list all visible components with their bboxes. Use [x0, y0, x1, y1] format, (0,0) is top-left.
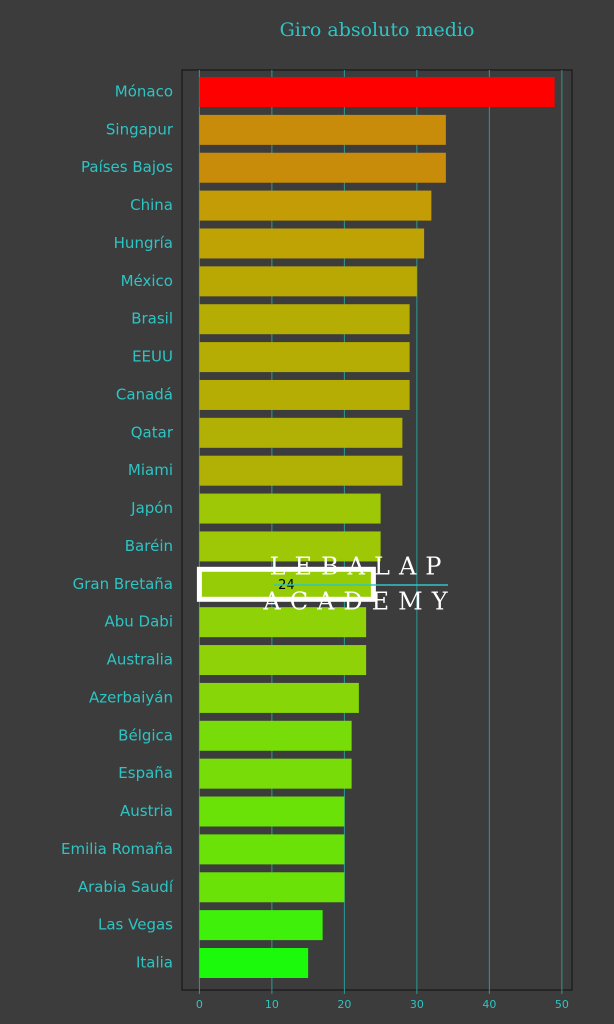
x-tick-label: 50	[555, 998, 569, 1011]
y-tick-label: Gran Bretaña	[73, 575, 173, 593]
bar	[199, 114, 446, 145]
y-tick-label: España	[118, 764, 173, 782]
bar	[199, 77, 555, 107]
y-tick-label: Singapur	[106, 120, 174, 138]
y-tick-label: Las Vegas	[98, 916, 173, 934]
x-tick-label: 10	[265, 998, 279, 1011]
bar	[199, 342, 410, 373]
y-tick-label: Japón	[130, 499, 173, 517]
bar	[199, 720, 352, 751]
bar	[199, 152, 446, 183]
plot-frame	[181, 69, 573, 991]
bar	[199, 493, 381, 524]
bar	[199, 304, 410, 335]
y-tick-label: Emilia Romaña	[61, 840, 173, 858]
bar	[199, 910, 323, 941]
bar	[199, 455, 403, 486]
y-tick-label: Hungría	[114, 234, 173, 252]
y-tick-label: Abu Dabi	[105, 613, 174, 631]
y-tick-label: Qatar	[131, 423, 174, 441]
y-tick-label: EEUU	[132, 348, 173, 366]
bar	[199, 379, 410, 410]
y-tick-label: México	[121, 272, 173, 290]
bar	[199, 190, 432, 221]
x-tick-label: 0	[196, 998, 203, 1011]
bar	[199, 796, 345, 827]
bar	[199, 948, 309, 978]
x-tick-label: 20	[337, 998, 351, 1011]
y-tick-label: China	[130, 196, 173, 214]
y-tick-label: Países Bajos	[81, 158, 173, 176]
bar	[199, 834, 345, 865]
y-tick-label: Bélgica	[118, 726, 173, 744]
y-tick-label: Miami	[128, 461, 173, 479]
bar	[199, 607, 367, 638]
chart-title: Giro absoluto medio	[280, 19, 475, 41]
bar	[199, 872, 345, 903]
y-tick-label: Brasil	[131, 310, 173, 328]
y-tick-label: Baréin	[125, 537, 173, 555]
bar	[199, 645, 367, 676]
bar	[199, 266, 417, 297]
y-tick-label: Austria	[120, 802, 173, 820]
y-tick-label: Mónaco	[115, 83, 173, 101]
x-tick-label: 30	[410, 998, 424, 1011]
bar	[199, 417, 403, 448]
bar	[199, 758, 352, 789]
y-tick-label: Azerbaiyán	[89, 688, 173, 706]
watermark: ACADEMY	[262, 588, 456, 616]
y-tick-label: Australia	[107, 651, 173, 669]
y-tick-label: Arabia Saudí	[78, 878, 174, 896]
y-tick-label: Italia	[136, 954, 173, 972]
bar	[199, 531, 381, 562]
bar	[199, 228, 425, 259]
bar	[199, 682, 359, 713]
watermark: LEBALAP	[270, 553, 451, 581]
y-tick-label: Canadá	[116, 385, 173, 403]
x-tick-label: 40	[482, 998, 496, 1011]
